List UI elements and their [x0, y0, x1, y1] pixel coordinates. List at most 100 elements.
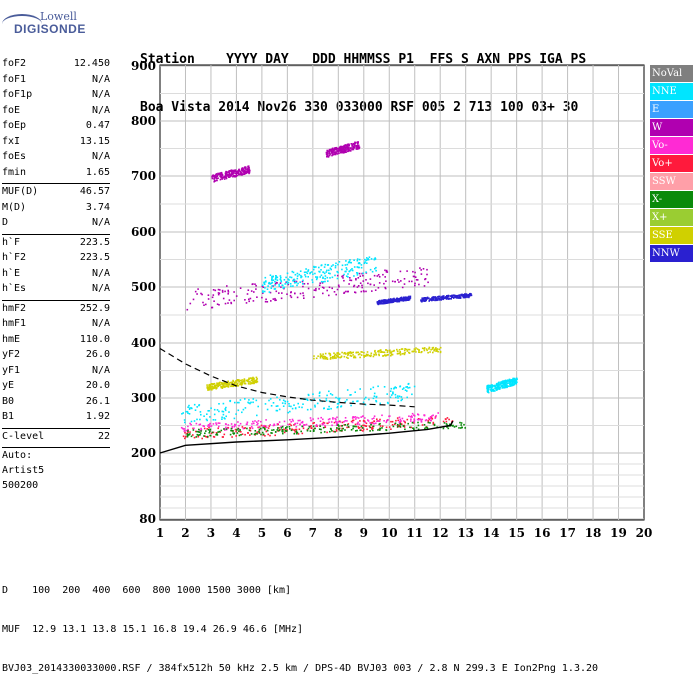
trace-point-vo-	[375, 422, 377, 425]
trace-point-nnw	[452, 296, 455, 299]
trace-point-sse	[209, 386, 212, 389]
trace-point-nnw	[385, 301, 388, 303]
trace-point-nne	[373, 258, 376, 260]
trace-point-nne	[345, 267, 348, 269]
trace-point-w	[348, 146, 350, 149]
trace-point-sse	[418, 349, 420, 351]
trace-point-vo-	[187, 428, 189, 431]
trace-point-vo-	[429, 419, 432, 422]
trace-point-w	[336, 150, 338, 152]
trace-point-vo-	[364, 421, 366, 424]
trace-point-w	[329, 149, 332, 151]
trace-point-x-	[342, 427, 344, 430]
trace-point-x-	[463, 423, 465, 426]
trace-point-vo-	[344, 420, 346, 422]
trace-point-nnw	[430, 298, 432, 300]
param-key: yF2	[2, 349, 21, 360]
trace-point-nne	[309, 271, 312, 274]
trace-point-nne	[236, 401, 239, 404]
trace-point-nne	[209, 416, 211, 418]
trace-point-w	[355, 278, 357, 281]
trace-point-sse	[219, 381, 221, 384]
trace-point-w	[218, 173, 221, 175]
trace-point-nne	[345, 270, 347, 273]
trace-point-nne	[320, 264, 323, 267]
trace-point-nne	[396, 395, 399, 397]
trace-point-w	[303, 283, 306, 285]
trace-point-vo-	[301, 432, 304, 435]
trace-point-w	[214, 176, 217, 178]
trace-point-nne	[199, 418, 201, 421]
trace-point-w	[338, 152, 340, 155]
trace-point-vo-	[327, 422, 329, 425]
trace-point-w	[222, 176, 224, 179]
auto-scaling-text: Auto:	[2, 450, 33, 461]
trace-point-w	[332, 151, 334, 154]
param-row-fof2: foF2 12.450	[2, 58, 110, 74]
x-tick-label: 4	[232, 526, 240, 540]
trace-point-w	[240, 173, 242, 176]
trace-point-vo-	[365, 422, 368, 425]
trace-point-w	[236, 172, 239, 175]
val-ffs: 005	[421, 100, 446, 115]
trace-point-vo-	[362, 415, 364, 417]
trace-point-sse	[225, 383, 228, 386]
trace-point-vo-	[224, 423, 227, 425]
trace-point-sse	[229, 383, 231, 386]
trace-point-w	[275, 281, 278, 284]
trace-point-w	[246, 169, 249, 171]
trace-point-w	[384, 276, 386, 278]
trace-point-nne	[387, 402, 389, 405]
trace-point-sse	[343, 355, 346, 358]
trace-point-nnw	[455, 297, 458, 299]
trace-point-sse	[431, 347, 434, 349]
trace-point-nne	[206, 419, 208, 422]
trace-point-vo-	[195, 430, 197, 433]
trace-point-vo-	[231, 425, 233, 428]
trace-point-nne	[489, 386, 492, 389]
trace-point-sse	[398, 349, 401, 351]
trace-point-vo-	[410, 415, 413, 417]
trace-point-nne	[221, 418, 223, 420]
trace-point-nne	[369, 268, 372, 271]
trace-point-vo-	[272, 424, 275, 427]
trace-point-w	[227, 289, 229, 292]
trace-point-x-	[233, 433, 235, 435]
trace-point-nne	[357, 266, 360, 269]
trace-point-vo-	[241, 433, 244, 435]
trace-point-nne	[360, 266, 363, 269]
trace-point-vo-	[394, 423, 396, 425]
trace-point-nnw	[404, 298, 407, 300]
trace-point-sse	[324, 356, 327, 358]
trace-point-vo-	[373, 420, 376, 422]
trace-point-x-	[271, 429, 273, 431]
trace-point-vo-	[429, 416, 432, 418]
trace-point-vo-	[411, 412, 414, 415]
trace-point-nnw	[398, 298, 400, 300]
trace-point-w	[217, 177, 219, 179]
param-value: N/A	[91, 89, 110, 100]
trace-point-vo-	[406, 418, 409, 421]
trace-point-sse	[406, 350, 409, 352]
trace-point-vo-	[215, 432, 218, 434]
trace-point-x-	[281, 426, 284, 428]
trace-point-nnw	[447, 294, 450, 297]
trace-point-nne	[190, 420, 193, 423]
trace-point-vo-	[391, 420, 394, 423]
trace-point-nne	[305, 268, 307, 270]
trace-point-nne	[490, 389, 493, 391]
trace-point-sse	[252, 376, 254, 379]
trace-point-nnw	[467, 295, 469, 297]
trace-point-nne	[315, 278, 318, 281]
trace-point-x-	[278, 429, 280, 432]
trace-point-sse	[378, 353, 380, 356]
trace-point-x-	[208, 432, 211, 434]
y-tick-label: 500	[131, 280, 156, 294]
trace-point-nne	[395, 387, 397, 389]
trace-point-nne	[351, 269, 354, 272]
trace-point-nne	[266, 408, 269, 411]
trace-point-w	[290, 291, 292, 294]
trace-point-x-	[196, 430, 198, 433]
trace-point-x-	[429, 422, 431, 424]
trace-point-w	[279, 282, 282, 284]
